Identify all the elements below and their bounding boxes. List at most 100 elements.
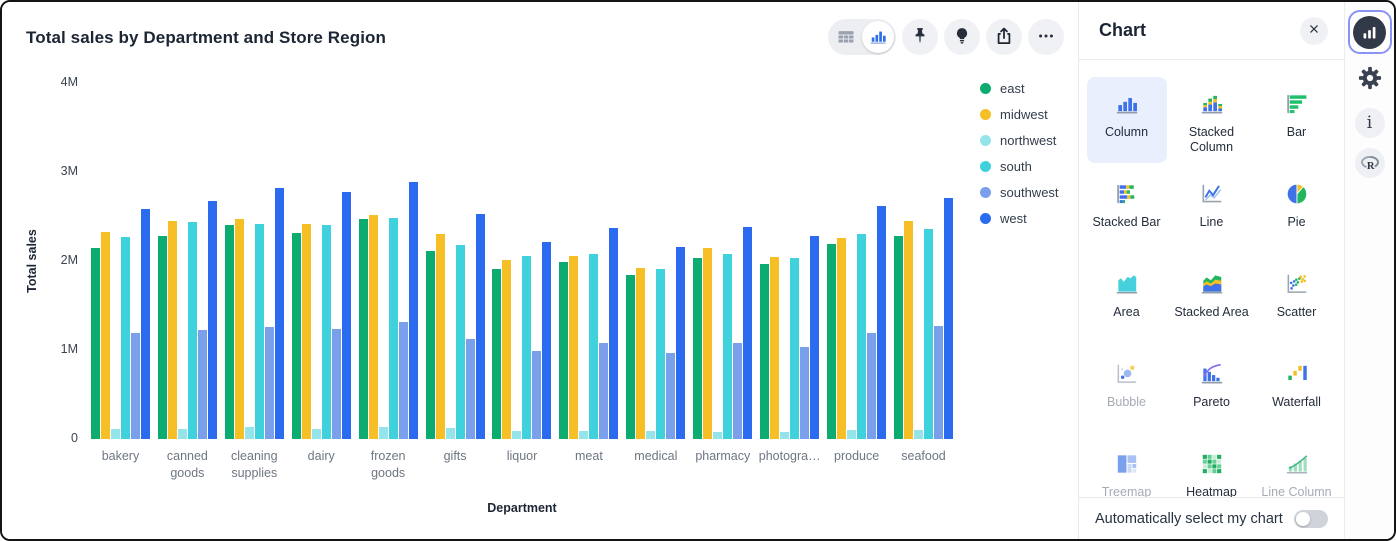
chart-type-heatmap[interactable]: Heatmap bbox=[1172, 437, 1252, 497]
bar-midwest-meat[interactable] bbox=[569, 255, 579, 439]
bar-northwest-liquor[interactable] bbox=[512, 431, 522, 439]
chart-type-bar[interactable]: Bar bbox=[1257, 77, 1337, 163]
bar-southwest-produce[interactable] bbox=[867, 333, 877, 439]
bar-south-meat[interactable] bbox=[589, 253, 599, 439]
bar-east-gifts[interactable] bbox=[425, 251, 435, 439]
bar-south-frozen-goods[interactable] bbox=[388, 218, 398, 439]
auto-select-toggle[interactable] bbox=[1294, 509, 1328, 528]
bar-northwest-bakery[interactable] bbox=[110, 429, 120, 439]
bar-east-pharmacy[interactable] bbox=[693, 258, 703, 439]
view-toggle[interactable] bbox=[828, 19, 896, 55]
bar-midwest-liquor[interactable] bbox=[502, 260, 512, 439]
legend-item-southwest[interactable]: southwest bbox=[980, 185, 1059, 200]
bar-southwest-frozen-goods[interactable] bbox=[398, 322, 408, 439]
bar-west-seafood[interactable] bbox=[944, 197, 954, 439]
bar-east-produce[interactable] bbox=[827, 244, 837, 439]
bar-east-frozen-goods[interactable] bbox=[358, 219, 368, 439]
bar-west-photogra[interactable] bbox=[810, 236, 820, 439]
bar-east-canned-goods[interactable] bbox=[157, 236, 167, 439]
bar-south-dairy[interactable] bbox=[321, 225, 331, 439]
chart-type-area[interactable]: Area bbox=[1087, 257, 1167, 343]
share-button[interactable] bbox=[986, 19, 1022, 55]
chart-type-scatter[interactable]: Scatter bbox=[1257, 257, 1337, 343]
bar-northwest-cleaning-supplies[interactable] bbox=[244, 427, 254, 439]
bar-south-produce[interactable] bbox=[857, 234, 867, 439]
bar-southwest-liquor[interactable] bbox=[532, 350, 542, 439]
bar-west-produce[interactable] bbox=[877, 205, 887, 439]
chart-type-stacked-bar[interactable]: Stacked Bar bbox=[1087, 167, 1167, 253]
bar-midwest-pharmacy[interactable] bbox=[703, 247, 713, 439]
bar-west-cleaning-supplies[interactable] bbox=[274, 188, 284, 439]
chart-view-icon[interactable] bbox=[862, 21, 894, 53]
bar-south-medical[interactable] bbox=[656, 269, 666, 439]
bar-northwest-medical[interactable] bbox=[646, 431, 656, 439]
bar-west-medical[interactable] bbox=[676, 246, 686, 439]
bar-southwest-photogra[interactable] bbox=[800, 347, 810, 439]
bar-east-seafood[interactable] bbox=[894, 236, 904, 439]
bar-west-gifts[interactable] bbox=[475, 213, 485, 439]
bar-northwest-canned-goods[interactable] bbox=[177, 429, 187, 439]
bar-midwest-frozen-goods[interactable] bbox=[368, 214, 378, 439]
bar-midwest-gifts[interactable] bbox=[435, 234, 445, 439]
legend-item-west[interactable]: west bbox=[980, 211, 1059, 226]
chart-type-stacked-column[interactable]: Stacked Column bbox=[1172, 77, 1252, 163]
bar-south-liquor[interactable] bbox=[522, 255, 532, 439]
bar-northwest-produce[interactable] bbox=[847, 430, 857, 439]
bar-east-medical[interactable] bbox=[626, 275, 636, 439]
pin-button[interactable] bbox=[902, 19, 938, 55]
bar-northwest-gifts[interactable] bbox=[445, 428, 455, 439]
bar-midwest-dairy[interactable] bbox=[301, 223, 311, 439]
chart-type-pareto[interactable]: Pareto bbox=[1172, 347, 1252, 433]
bar-midwest-seafood[interactable] bbox=[904, 220, 914, 439]
legend-item-northwest[interactable]: northwest bbox=[980, 133, 1059, 148]
bar-south-bakery[interactable] bbox=[120, 236, 130, 439]
bar-south-canned-goods[interactable] bbox=[187, 221, 197, 439]
bar-southwest-gifts[interactable] bbox=[465, 339, 475, 439]
legend-item-south[interactable]: south bbox=[980, 159, 1059, 174]
bar-midwest-bakery[interactable] bbox=[100, 231, 110, 439]
bar-northwest-pharmacy[interactable] bbox=[713, 431, 723, 439]
bar-midwest-produce[interactable] bbox=[837, 237, 847, 439]
bar-east-meat[interactable] bbox=[559, 261, 569, 439]
chart-type-column[interactable]: Column bbox=[1086, 77, 1167, 163]
bar-east-bakery[interactable] bbox=[90, 247, 100, 439]
legend-item-east[interactable]: east bbox=[980, 81, 1059, 96]
bar-southwest-canned-goods[interactable] bbox=[197, 329, 207, 439]
bar-east-cleaning-supplies[interactable] bbox=[224, 225, 234, 439]
bar-southwest-cleaning-supplies[interactable] bbox=[264, 326, 274, 439]
bar-northwest-seafood[interactable] bbox=[914, 430, 924, 439]
bar-west-dairy[interactable] bbox=[341, 192, 351, 439]
r-console-button[interactable]: R bbox=[1354, 148, 1385, 178]
bar-midwest-cleaning-supplies[interactable] bbox=[234, 219, 244, 439]
bar-east-photogra[interactable] bbox=[760, 263, 770, 439]
chart-type-stacked-area[interactable]: Stacked Area bbox=[1172, 257, 1252, 343]
bar-south-cleaning-supplies[interactable] bbox=[254, 223, 264, 439]
bar-southwest-dairy[interactable] bbox=[331, 328, 341, 439]
bar-south-pharmacy[interactable] bbox=[723, 253, 733, 439]
bar-northwest-frozen-goods[interactable] bbox=[378, 427, 388, 439]
bar-west-pharmacy[interactable] bbox=[743, 227, 753, 439]
table-view-icon[interactable] bbox=[830, 21, 862, 53]
bar-southwest-pharmacy[interactable] bbox=[733, 342, 743, 439]
bar-midwest-canned-goods[interactable] bbox=[167, 220, 177, 439]
chart-type-waterfall[interactable]: Waterfall bbox=[1257, 347, 1337, 433]
legend-item-midwest[interactable]: midwest bbox=[980, 107, 1059, 122]
bar-west-frozen-goods[interactable] bbox=[408, 181, 418, 439]
bar-west-meat[interactable] bbox=[609, 228, 619, 439]
bar-southwest-bakery[interactable] bbox=[130, 333, 140, 439]
bar-northwest-dairy[interactable] bbox=[311, 429, 321, 439]
bar-south-gifts[interactable] bbox=[455, 244, 465, 439]
bar-southwest-medical[interactable] bbox=[666, 352, 676, 439]
bar-south-seafood[interactable] bbox=[924, 228, 934, 439]
insights-button[interactable] bbox=[944, 19, 980, 55]
bar-northwest-photogra[interactable] bbox=[780, 431, 790, 439]
chart-settings-button[interactable] bbox=[1347, 10, 1392, 54]
bar-southwest-meat[interactable] bbox=[599, 342, 609, 439]
panel-close-button[interactable] bbox=[1300, 16, 1328, 45]
display-settings-button[interactable] bbox=[1353, 64, 1387, 98]
bar-midwest-medical[interactable] bbox=[636, 268, 646, 439]
bar-south-photogra[interactable] bbox=[790, 258, 800, 439]
bar-east-dairy[interactable] bbox=[291, 232, 301, 439]
chart-type-line[interactable]: Line bbox=[1172, 167, 1252, 253]
chart-type-pie[interactable]: Pie bbox=[1257, 167, 1337, 253]
